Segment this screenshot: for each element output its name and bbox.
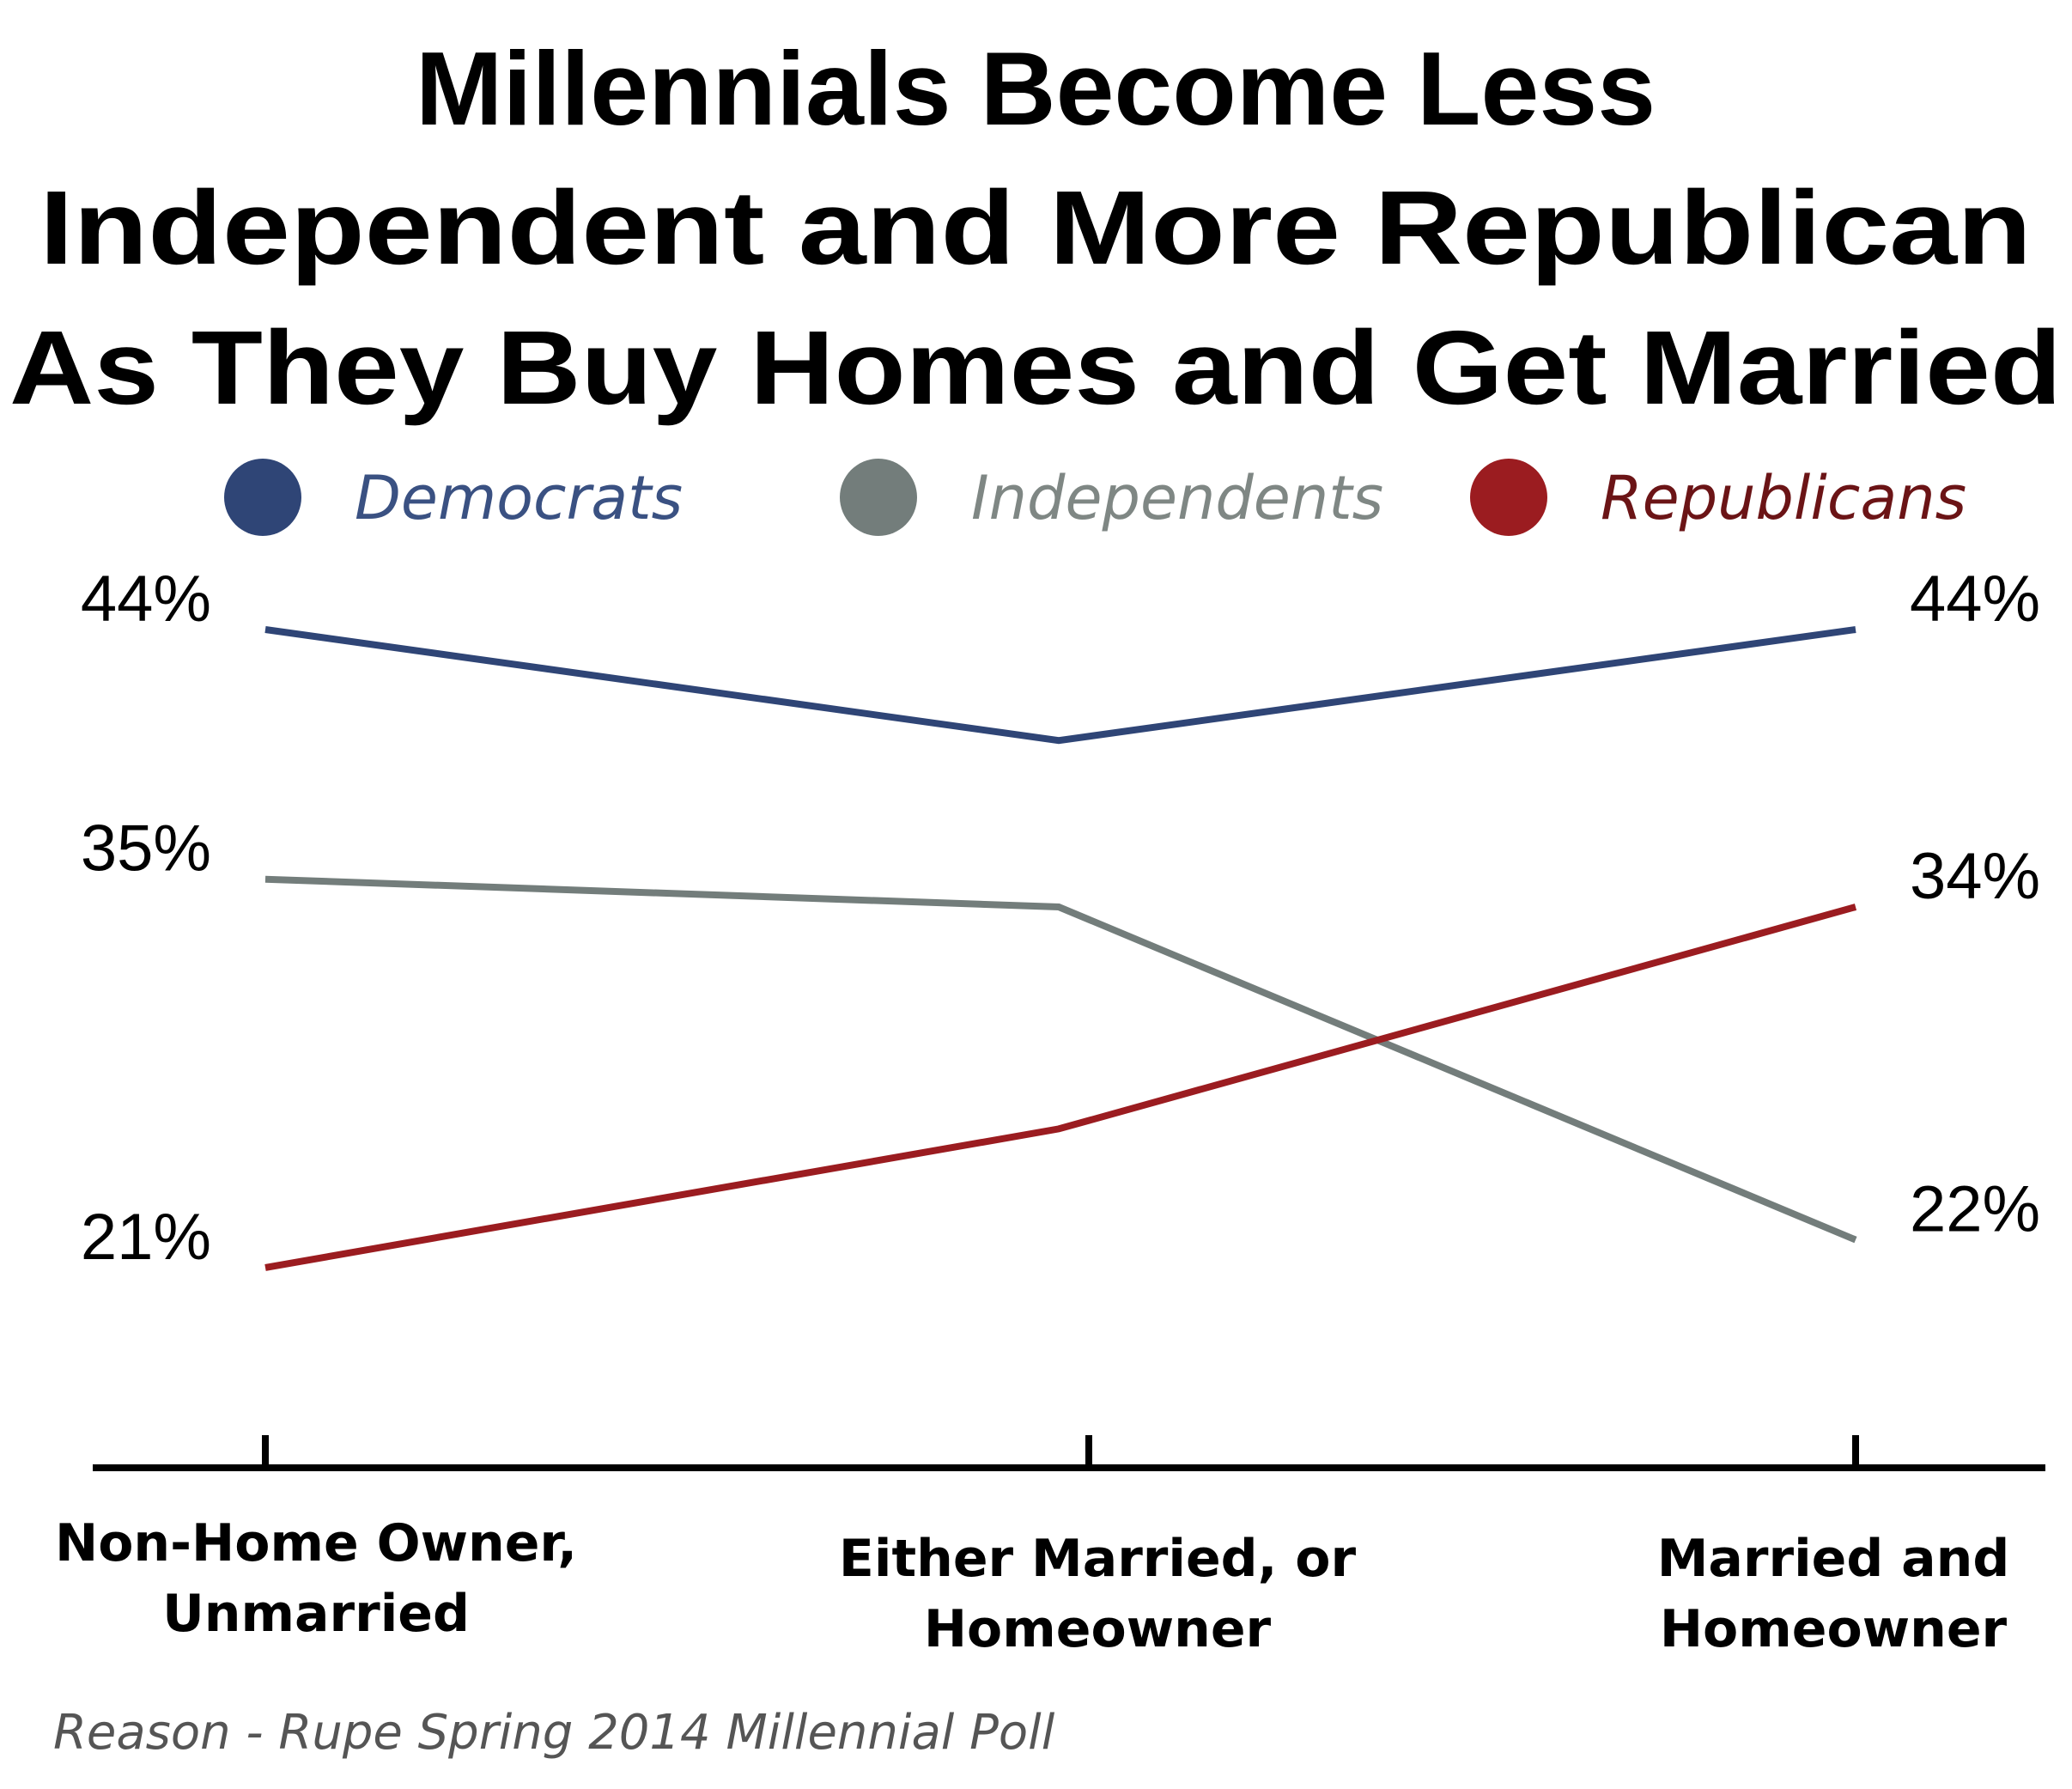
value-label: 34% — [1910, 840, 2040, 913]
value-label: 44% — [1910, 563, 2040, 636]
category-label: Homeowner — [1660, 1599, 2008, 1659]
series-line-democrats — [264, 626, 1856, 745]
value-label: 22% — [1910, 1173, 2040, 1246]
category-label: Married and — [1657, 1529, 2010, 1589]
title-line-3: As They Buy Homes and Get Married — [9, 309, 2062, 426]
value-label: 35% — [81, 812, 211, 885]
legend-marker-democrats — [224, 459, 301, 536]
value-label: 44% — [81, 563, 211, 636]
legend-label-independents: Independents — [971, 463, 1383, 533]
legend-label-democrats: Democrats — [355, 463, 683, 533]
series-lines — [264, 626, 1857, 1271]
legend-marker-republicans — [1470, 459, 1547, 536]
category-label: Non-Home Owner, — [55, 1513, 577, 1573]
value-labels: 44% 44% 35% 22% 21% 34% — [81, 563, 2040, 1274]
title-line-1: Millennials Become Less — [416, 30, 1656, 147]
legend-label-republicans: Republicans — [1601, 463, 1966, 533]
category-label: Homeowner — [924, 1599, 1272, 1659]
series-line-independents — [264, 875, 1857, 1244]
x-axis-labels: Non-Home Owner, Unmarried Either Married, … — [55, 1513, 2009, 1659]
category-label: Either Married, or — [839, 1529, 1357, 1589]
value-label: 21% — [81, 1201, 211, 1274]
legend-marker-independents — [840, 459, 917, 536]
chart-title: Millennials Become Less Independent and … — [9, 30, 2062, 426]
category-label: Unmarried — [162, 1584, 470, 1644]
x-axis — [93, 1435, 2045, 1471]
source-note: Reason - Rupe Spring 2014 Millennial Pol… — [53, 1705, 1055, 1761]
series-line-republicans — [264, 904, 1857, 1271]
legend: Democrats Independents Republicans — [224, 459, 1966, 536]
title-line-2: Independent and More Republican — [39, 169, 2032, 286]
